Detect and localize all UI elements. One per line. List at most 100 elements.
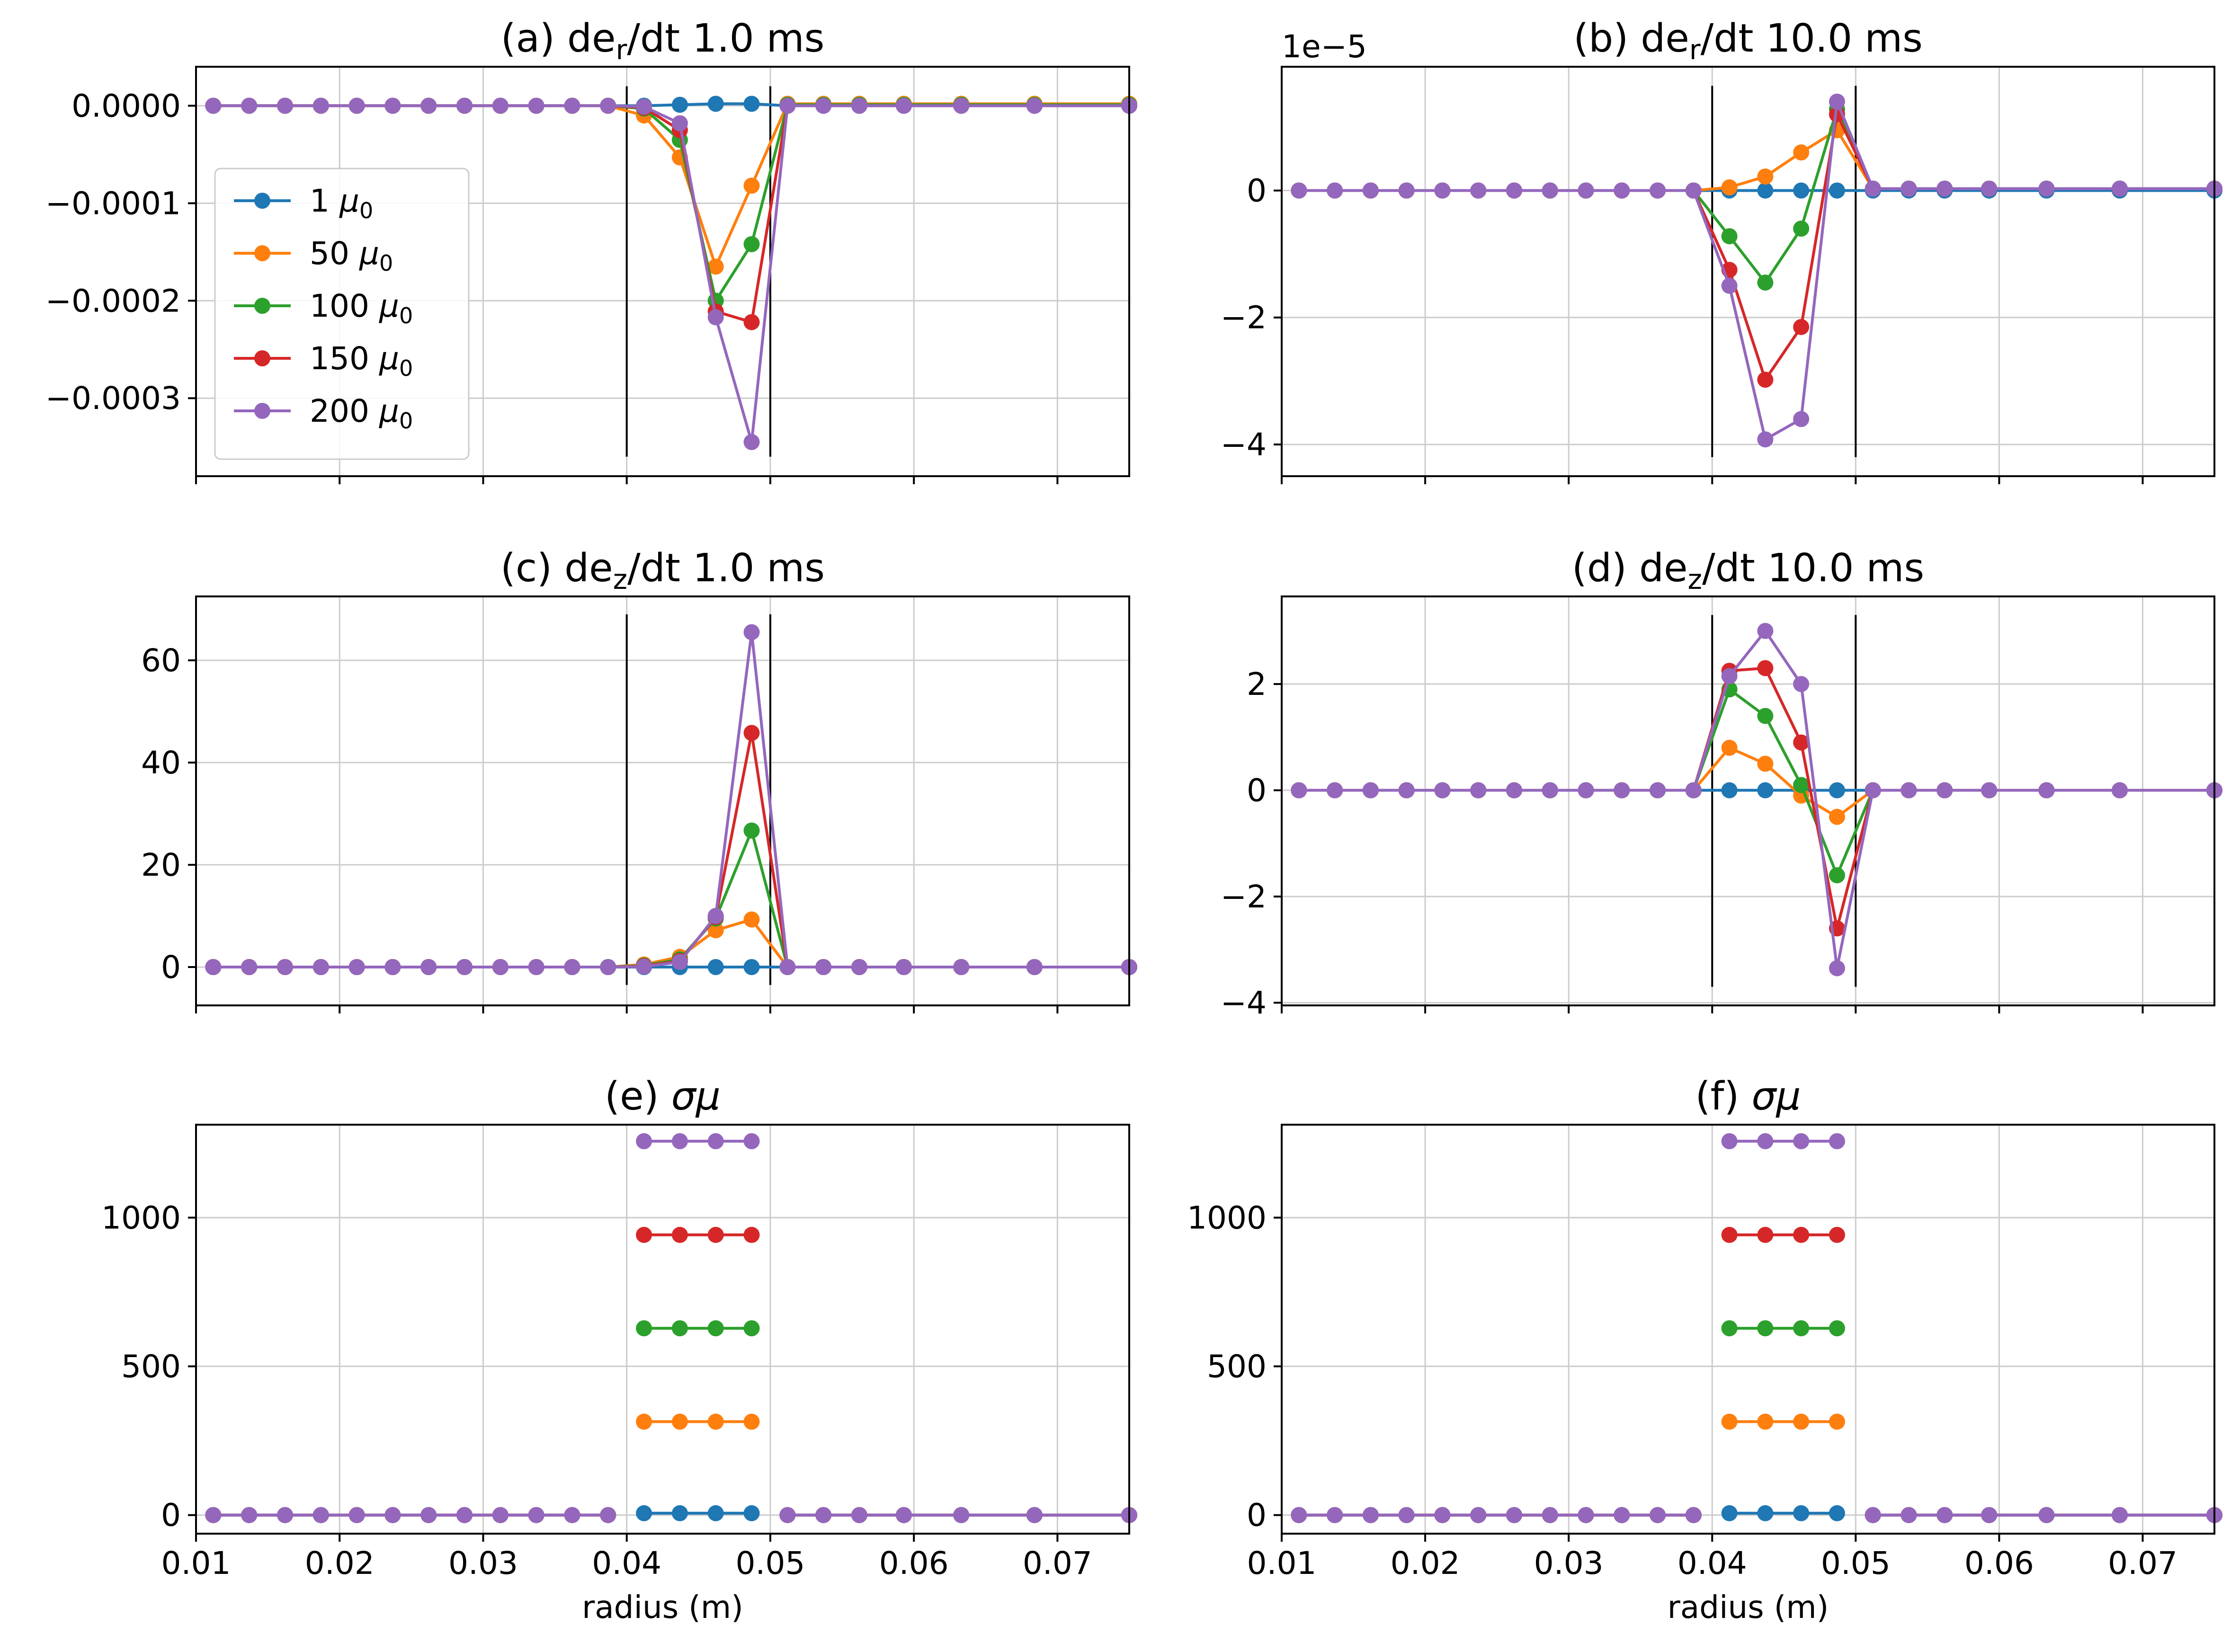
data-point (241, 98, 258, 114)
title-suffix: σμ (671, 1074, 721, 1119)
data-point (456, 98, 473, 114)
data-point (707, 908, 724, 924)
data-point (1614, 782, 1630, 799)
data-point (743, 434, 760, 450)
title-prefix: (d) de (1572, 546, 1688, 591)
legend-space (369, 340, 379, 377)
series-line (1299, 666, 2214, 929)
legend-subscript: 0 (399, 355, 413, 381)
data-point (1721, 228, 1738, 245)
data-point (1757, 708, 1774, 724)
data-point (815, 1507, 832, 1523)
data-point (1398, 182, 1415, 199)
data-point (743, 911, 760, 928)
data-point (1793, 676, 1810, 693)
data-point (671, 954, 688, 970)
legend-label: 100 μ0 (310, 288, 413, 329)
legend-label: 1 μ0 (310, 183, 373, 223)
x-tick-label: 0.05 (1821, 1545, 1891, 1581)
data-point (312, 959, 329, 975)
data-point (1757, 1413, 1774, 1430)
legend-subscript: 0 (379, 250, 393, 276)
data-point (707, 258, 724, 275)
legend-symbol: μ (379, 340, 399, 377)
data-point (1434, 182, 1451, 199)
y-tick-label: −0.0001 (45, 185, 181, 222)
data-point (241, 1507, 258, 1523)
title-suffix: /dt 10.0 ms (1701, 16, 1923, 61)
axes-frame (195, 1124, 1130, 1535)
data-point (707, 1320, 724, 1337)
data-point (779, 1507, 796, 1523)
data-point (564, 959, 580, 975)
data-point (1829, 93, 1845, 110)
y-tick-label: −2 (1221, 879, 1267, 915)
data-point (1434, 1507, 1451, 1523)
legend-space (349, 235, 359, 272)
data-point (953, 98, 970, 114)
data-point (528, 1507, 544, 1523)
data-point (1829, 1133, 1845, 1149)
series-line (213, 732, 1129, 968)
data-point (1721, 668, 1738, 684)
legend-space (330, 183, 339, 219)
axes-frame (195, 595, 1130, 1006)
data-point (1470, 1507, 1487, 1523)
data-point (851, 959, 867, 975)
y-tick-label: −0.0002 (45, 283, 181, 319)
legend-label: 50 μ0 (310, 235, 393, 276)
data-point (743, 1226, 760, 1243)
title-prefix: (e) (605, 1074, 671, 1119)
x-axis-label: radius (m) (582, 1589, 743, 1625)
series-line (213, 826, 1129, 968)
data-point (1721, 739, 1738, 756)
data-point (707, 959, 724, 975)
data-point (2038, 180, 2055, 197)
data-point (1578, 182, 1594, 199)
legend-swatch-marker (254, 403, 270, 419)
data-point (205, 959, 222, 975)
x-tick-label: 0.04 (592, 1545, 661, 1581)
axes-frame (1281, 1124, 2215, 1535)
data-point (671, 1413, 688, 1430)
data-point (1721, 1320, 1738, 1337)
data-point (1434, 782, 1451, 799)
data-point (671, 1320, 688, 1337)
data-point (1981, 782, 1998, 799)
data-point (1757, 182, 1774, 199)
data-point (1614, 182, 1630, 199)
data-point (779, 98, 796, 114)
title-subscript: r (616, 34, 627, 66)
data-point (1793, 1133, 1810, 1149)
series-line (1299, 105, 2214, 285)
data-point (384, 959, 401, 975)
data-point (2111, 180, 2128, 197)
y-tick-label: 0 (1247, 1497, 1267, 1534)
data-point (636, 1133, 652, 1149)
title-subscript: z (613, 563, 627, 595)
data-point (1721, 1413, 1738, 1430)
legend-symbol: μ (359, 235, 379, 272)
data-point (2038, 782, 2055, 799)
data-point (953, 959, 970, 975)
data-point (384, 1507, 401, 1523)
data-point (743, 822, 760, 839)
data-point (895, 98, 912, 114)
data-point (312, 98, 329, 114)
data-point (1327, 782, 1343, 799)
data-point (743, 314, 760, 330)
data-point (636, 958, 652, 975)
data-point (707, 1133, 724, 1149)
series-line (1299, 687, 2214, 879)
panel-d: −4 −2 0 2 (d) dez/dt 10.0 ms (1221, 546, 2222, 1021)
y-tick-label: −0.0003 (45, 380, 181, 417)
data-point (528, 959, 544, 975)
data-point (1614, 1507, 1630, 1523)
data-point (743, 959, 760, 975)
data-point (420, 959, 437, 975)
x-tick-label: 0.02 (305, 1545, 375, 1581)
data-point (1470, 182, 1487, 199)
y-tick-label: 1000 (101, 1199, 181, 1236)
data-point (2038, 1507, 2055, 1523)
